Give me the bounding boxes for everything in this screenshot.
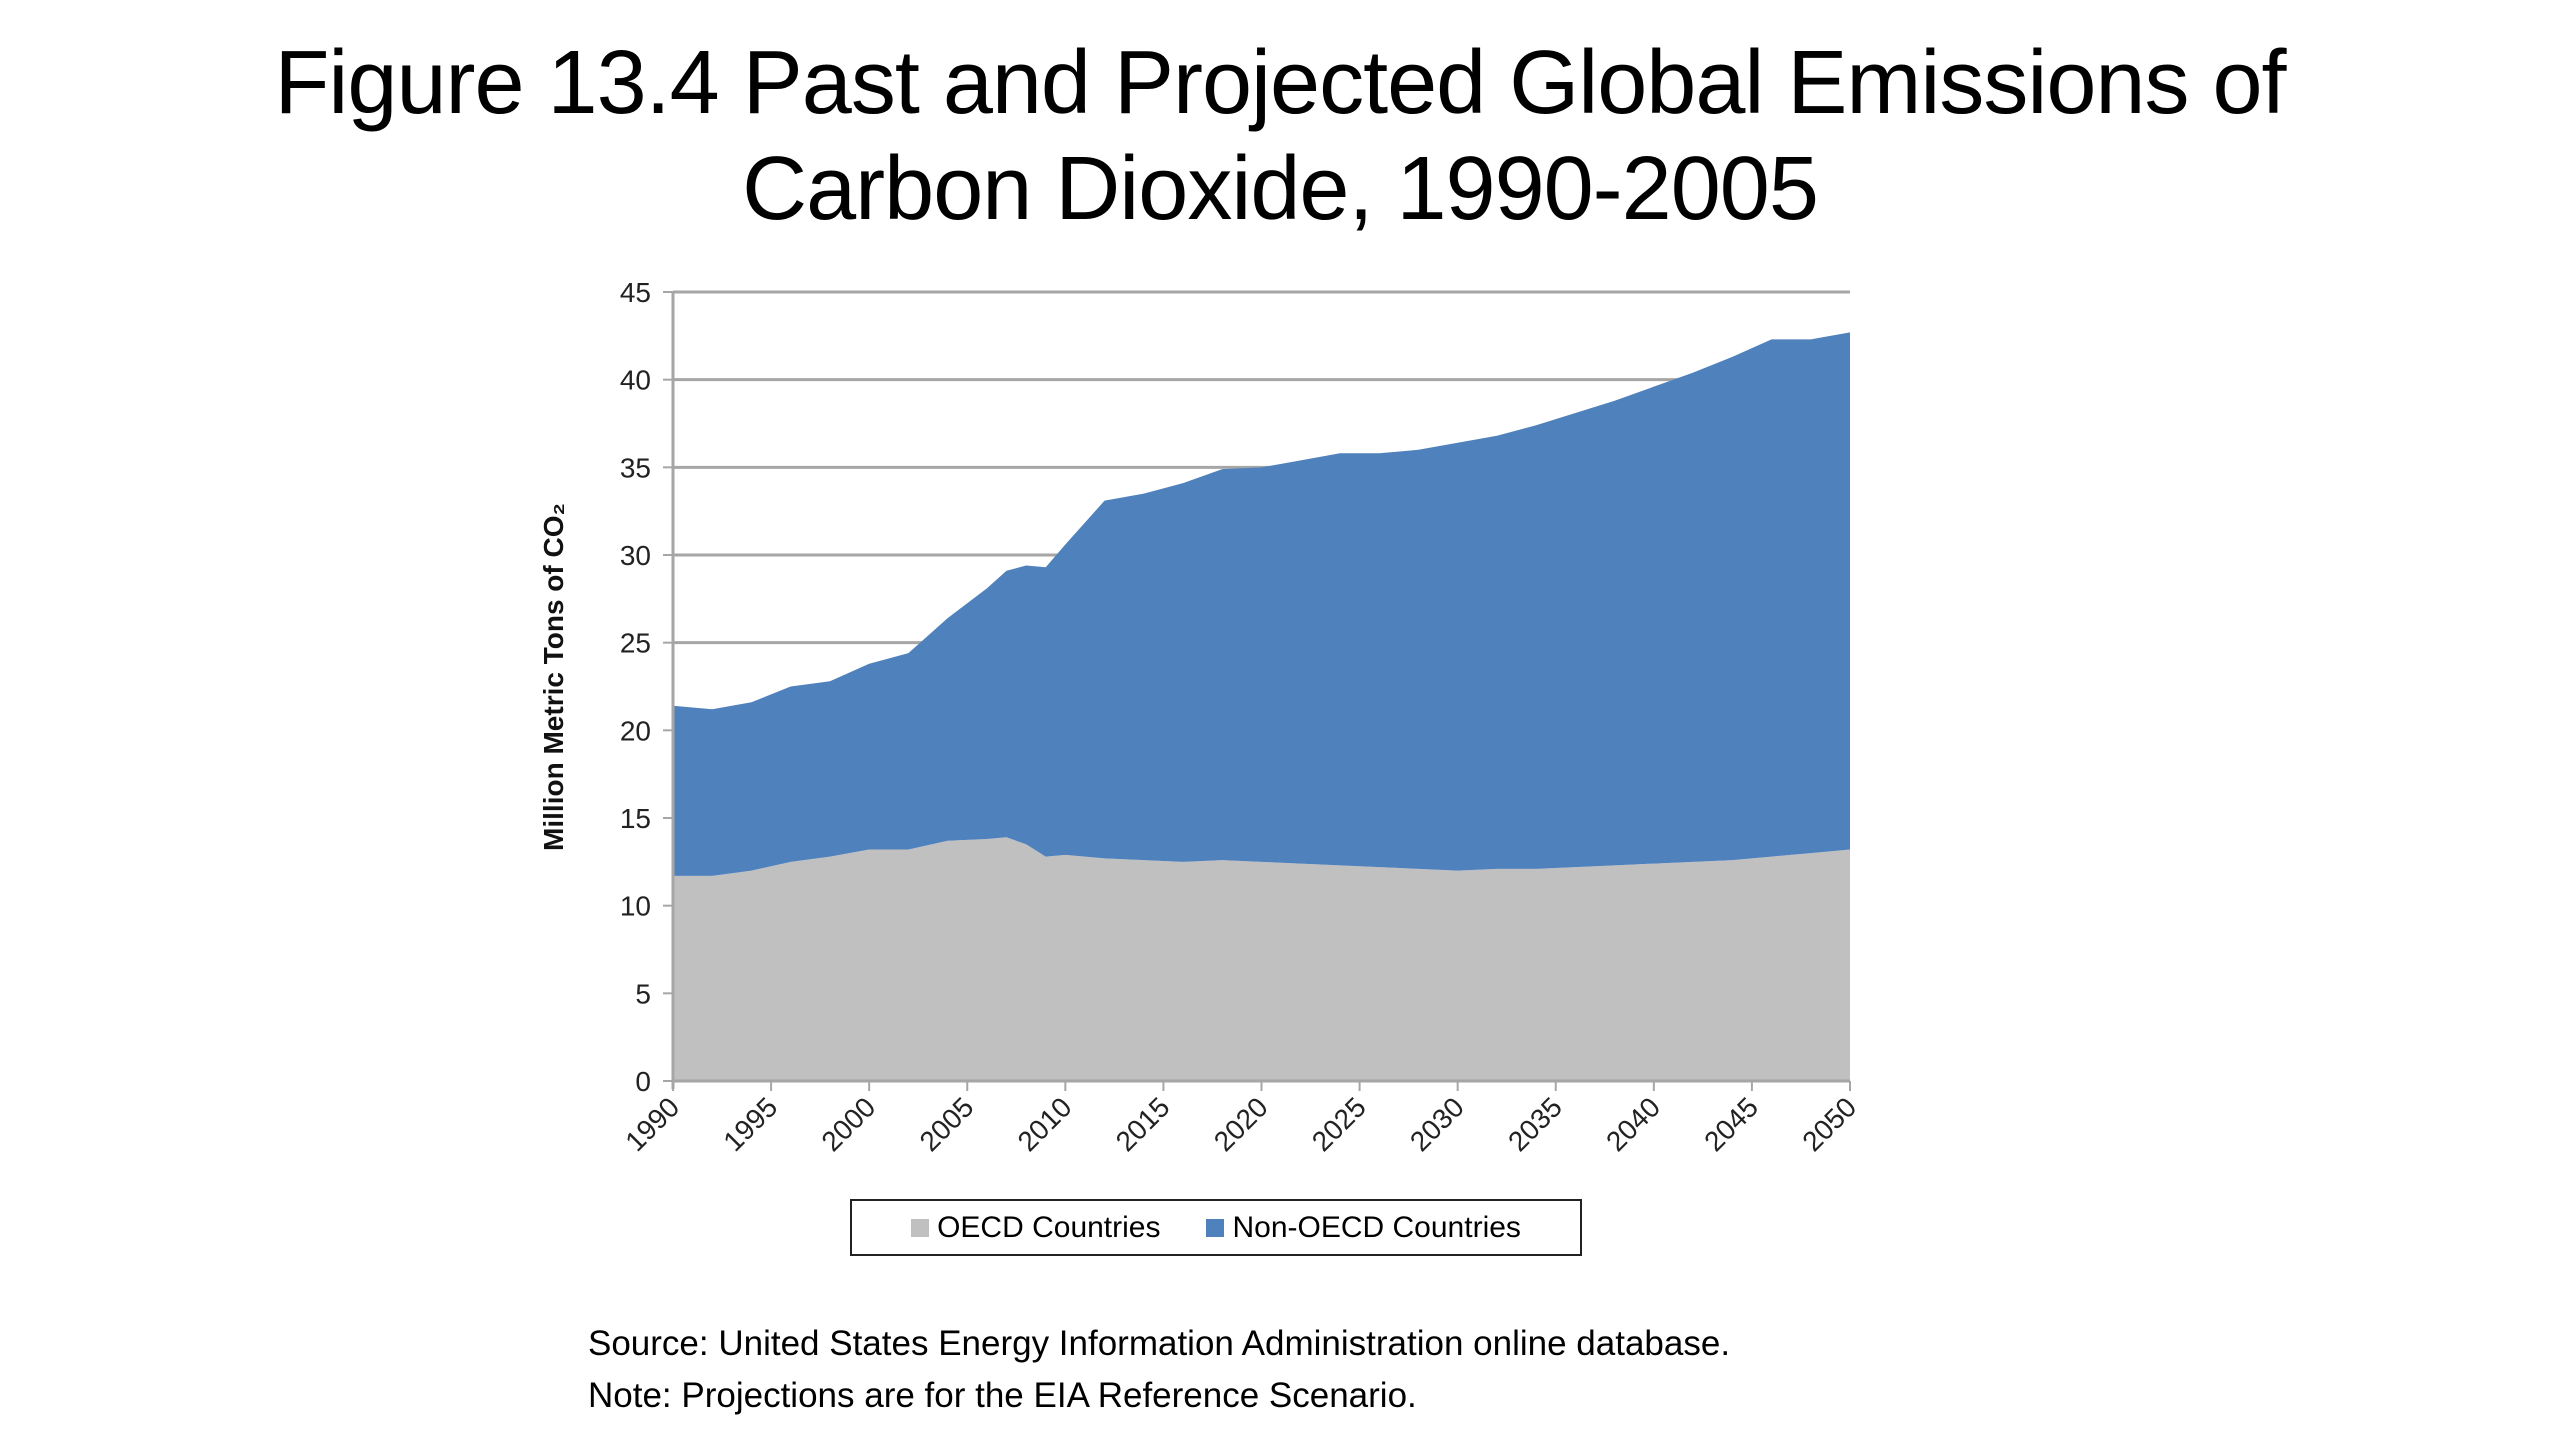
x-tick-label: 2030	[1404, 1091, 1470, 1157]
x-tick-label: 2010	[1012, 1091, 1078, 1157]
legend-label-non-oecd: Non-OECD Countries	[1232, 1210, 1521, 1244]
legend: OECD Countries Non-OECD Countries	[850, 1199, 1582, 1256]
title-line-1: Figure 13.4 Past and Projected Global Em…	[274, 33, 2286, 133]
y-tick-label: 40	[620, 365, 651, 396]
y-tick-label: 45	[620, 277, 651, 308]
x-tick-labels: 1990 1995 2000 2005 2010 2015 2020 2025 2030 2035…	[619, 1091, 1862, 1157]
x-tick-label: 2050	[1796, 1091, 1862, 1157]
x-tick-label: 1995	[717, 1091, 783, 1157]
stacked-areas	[673, 332, 1850, 1081]
x-tick-label: 2040	[1600, 1091, 1666, 1157]
y-tick-label: 0	[635, 1066, 651, 1097]
x-tick-label: 2035	[1502, 1091, 1568, 1157]
y-tick-label: 5	[635, 978, 651, 1009]
y-tick-label: 10	[620, 891, 651, 922]
area-non-oecd	[673, 332, 1850, 876]
title-line-2: Carbon Dioxide, 1990-2005	[742, 139, 1819, 239]
y-tick-label: 35	[620, 452, 651, 483]
x-tick-label: 2000	[815, 1091, 881, 1157]
y-axis-title: Million Metric Tons of CO₂	[538, 503, 569, 851]
x-tick-label: 2025	[1306, 1091, 1372, 1157]
x-tick-label: 2045	[1698, 1091, 1764, 1157]
x-tick-label: 2020	[1208, 1091, 1274, 1157]
y-tick-label: 25	[620, 628, 651, 659]
x-tick-label: 2015	[1110, 1091, 1176, 1157]
legend-swatch-oecd	[911, 1218, 930, 1237]
legend-item-oecd: OECD Countries	[911, 1211, 1160, 1245]
source-text: Source: United States Energy Information…	[588, 1324, 1731, 1363]
x-tick-label: 1990	[619, 1091, 685, 1157]
note-text: Note: Projections are for the EIA Refere…	[588, 1376, 1417, 1415]
y-tick-label: 15	[620, 803, 651, 834]
y-tick-label: 20	[620, 715, 651, 746]
axes	[663, 291, 1851, 1091]
area-oecd	[673, 837, 1850, 1081]
legend-item-non-oecd: Non-OECD Countries	[1206, 1210, 1521, 1245]
legend-label-oecd: OECD Countries	[937, 1210, 1161, 1244]
x-tick-label: 2005	[914, 1091, 980, 1157]
y-tick-labels: 0 5 10 15 20 25 30 35 40 45	[620, 277, 651, 1097]
y-tick-label: 30	[620, 540, 651, 571]
chart-title: Figure 13.4 Past and Projected Global Em…	[0, 30, 2560, 242]
footer-notes: Source: United States Energy Information…	[588, 1318, 1730, 1422]
legend-swatch-non-oecd	[1206, 1218, 1225, 1237]
